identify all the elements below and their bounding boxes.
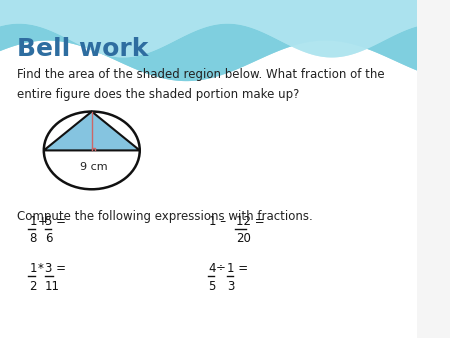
Text: 6: 6 [45,232,53,245]
PathPatch shape [0,0,417,81]
Text: ÷: ÷ [216,263,230,275]
Text: 1 –: 1 – [209,215,230,228]
Text: 4: 4 [209,263,216,275]
Text: 20: 20 [236,232,251,245]
Text: 1 =: 1 = [227,263,248,275]
FancyBboxPatch shape [0,0,417,338]
Text: 2: 2 [29,280,37,292]
Text: 8: 8 [29,232,36,245]
Text: 3 =: 3 = [45,263,66,275]
Text: 11: 11 [45,280,60,292]
Text: Compute the following expressions with fractions.: Compute the following expressions with f… [17,210,312,222]
Text: 12 =: 12 = [236,215,264,228]
Text: 9 cm: 9 cm [80,162,108,172]
Text: entire figure does the shaded portion make up?: entire figure does the shaded portion ma… [17,88,299,101]
Circle shape [44,112,140,189]
Text: +: + [38,215,52,228]
PathPatch shape [0,0,417,57]
Text: Find the area of the shaded region below. What fraction of the: Find the area of the shaded region below… [17,68,384,80]
Text: 5: 5 [209,280,216,292]
Text: *: * [38,263,48,275]
Text: 5 =: 5 = [45,215,66,228]
Polygon shape [44,112,140,150]
Text: 1: 1 [29,215,37,228]
Text: 3: 3 [227,280,235,292]
Text: Bell work: Bell work [17,37,148,61]
Text: 1: 1 [29,263,37,275]
